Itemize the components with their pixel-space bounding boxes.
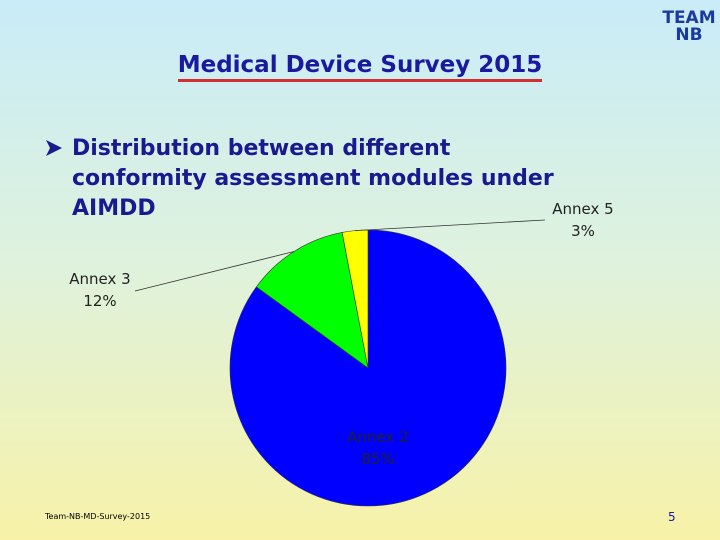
- logo-bottom: NB: [675, 25, 703, 45]
- value-label: 12%: [83, 292, 116, 310]
- footer-source: Team-NB-MD-Survey-2015: [45, 512, 151, 521]
- category-label: Annex 5: [552, 200, 613, 218]
- logo-top: TEAM: [662, 8, 716, 28]
- leader-line: [134, 251, 295, 292]
- pie-slice: [255, 232, 369, 369]
- title-text: Medical Device Survey 2015: [177, 52, 543, 82]
- leader-line: [354, 219, 546, 232]
- slide-title: Medical Device Survey 2015: [0, 52, 720, 82]
- value-label: 85%: [361, 450, 394, 468]
- bullet-text: Distribution between different conformit…: [72, 136, 554, 221]
- pie-slice: [229, 229, 507, 507]
- category-label: Annex 2: [347, 428, 408, 446]
- page-number: 5: [668, 510, 676, 524]
- value-label: 3%: [571, 222, 595, 240]
- logo: TEAM NB: [662, 10, 716, 44]
- category-label: Annex 3: [69, 270, 130, 288]
- bullet-arrow: [46, 140, 62, 156]
